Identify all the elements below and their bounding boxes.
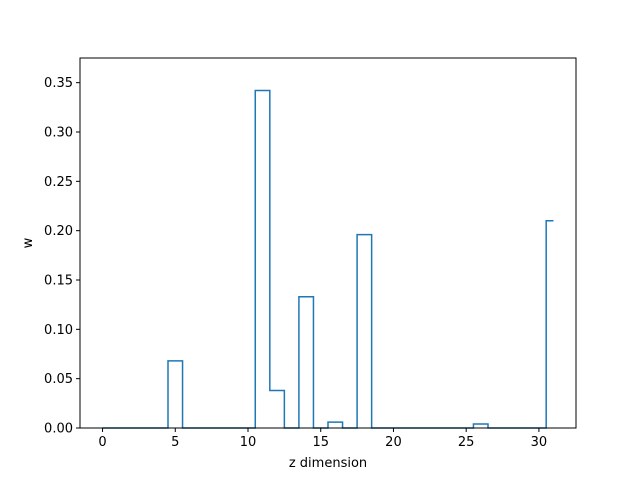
y-axis-label: w [21, 237, 36, 248]
x-axis-label: z dimension [289, 456, 367, 471]
x-tick-label: 25 [458, 435, 475, 450]
y-axis-ticks: 0.00 0.05 0.10 0.15 0.20 0.25 0.30 0.35 [44, 76, 80, 437]
x-tick-label: 20 [385, 435, 402, 450]
y-tick-label: 0.25 [44, 175, 73, 190]
y-tick-label: 0.05 [44, 372, 73, 387]
plot-area [80, 58, 576, 428]
x-tick-label: 5 [171, 435, 179, 450]
y-tick-label: 0.00 [44, 422, 73, 437]
y-tick-label: 0.20 [44, 224, 73, 239]
y-tick-label: 0.15 [44, 274, 73, 289]
y-tick-label: 0.10 [44, 323, 73, 338]
x-tick-label: 0 [98, 435, 106, 450]
x-tick-label: 30 [531, 435, 548, 450]
y-tick-label: 0.30 [44, 126, 73, 141]
x-tick-label: 15 [312, 435, 329, 450]
y-tick-label: 0.35 [44, 76, 73, 91]
x-tick-label: 10 [240, 435, 257, 450]
axes-frame [79, 57, 577, 429]
x-axis-ticks: 0 5 10 15 20 25 30 [98, 428, 547, 450]
